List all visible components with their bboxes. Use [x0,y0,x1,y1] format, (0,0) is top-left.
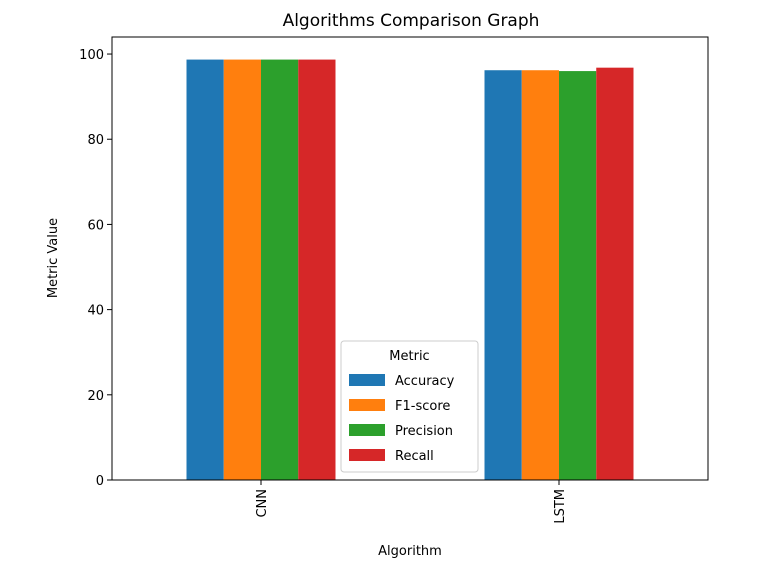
legend-label: Accuracy [395,374,455,389]
x-axis: CNN LSTM [255,480,568,524]
bar-lstm-precision [559,71,597,481]
legend-label: F1-score [395,399,450,414]
y-axis: 0 20 40 60 80 100 [79,48,112,489]
bar-cnn-f1-score [223,59,261,481]
legend-label: Precision [395,424,453,439]
chart-title: Algorithms Comparison Graph [283,11,540,31]
plot-frame [111,36,709,481]
bar-lstm-f1-score [521,70,559,480]
x-tick-label-lstm: LSTM [553,489,568,524]
y-tick-label: 20 [87,389,104,404]
y-tick-label: 0 [96,474,104,489]
bars [186,59,634,481]
legend-label: Recall [395,449,434,464]
y-axis-label: Metric Value [46,218,61,298]
legend-swatch [349,424,385,436]
bar-cnn-precision [261,59,299,481]
legend: Metric Accuracy F1-score Precision Recall [340,340,479,473]
x-axis-label: Algorithm [378,544,442,559]
bar-cnn-accuracy [186,59,224,481]
y-tick-label: 100 [79,48,104,63]
legend-title: Metric [389,349,429,364]
legend-box [340,340,479,473]
bar-cnn-recall [298,59,336,481]
legend-swatch [349,449,385,461]
y-tick-label: 80 [87,133,104,148]
legend-swatch [349,399,385,411]
legend-swatch [349,374,385,386]
y-tick-label: 40 [87,304,104,319]
bar-lstm-recall [596,67,634,481]
y-tick-label: 60 [87,218,104,233]
bar-lstm-accuracy [484,70,522,480]
x-tick-label-cnn: CNN [255,489,270,518]
